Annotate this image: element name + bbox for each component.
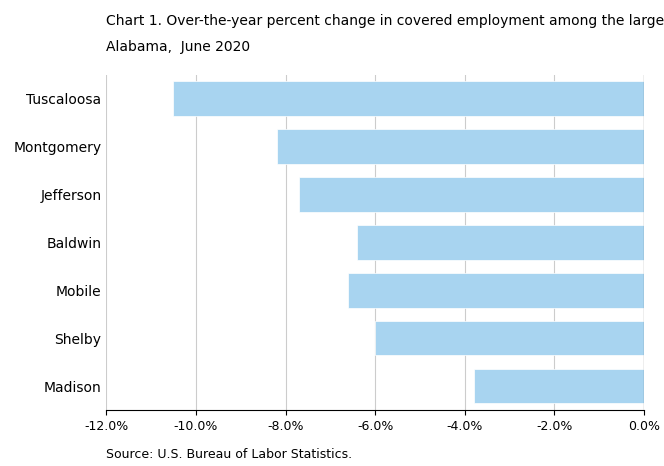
Bar: [299, 177, 644, 212]
Bar: [375, 321, 644, 356]
Bar: [173, 81, 644, 116]
Text: Source: U.S. Bureau of Labor Statistics.: Source: U.S. Bureau of Labor Statistics.: [106, 448, 353, 461]
Bar: [348, 273, 644, 308]
Bar: [473, 369, 644, 404]
Text: Alabama,  June 2020: Alabama, June 2020: [106, 40, 250, 54]
Bar: [277, 129, 644, 164]
Bar: [357, 225, 644, 260]
Text: Chart 1. Over-the-year percent change in covered employment among the largest co: Chart 1. Over-the-year percent change in…: [106, 14, 664, 28]
